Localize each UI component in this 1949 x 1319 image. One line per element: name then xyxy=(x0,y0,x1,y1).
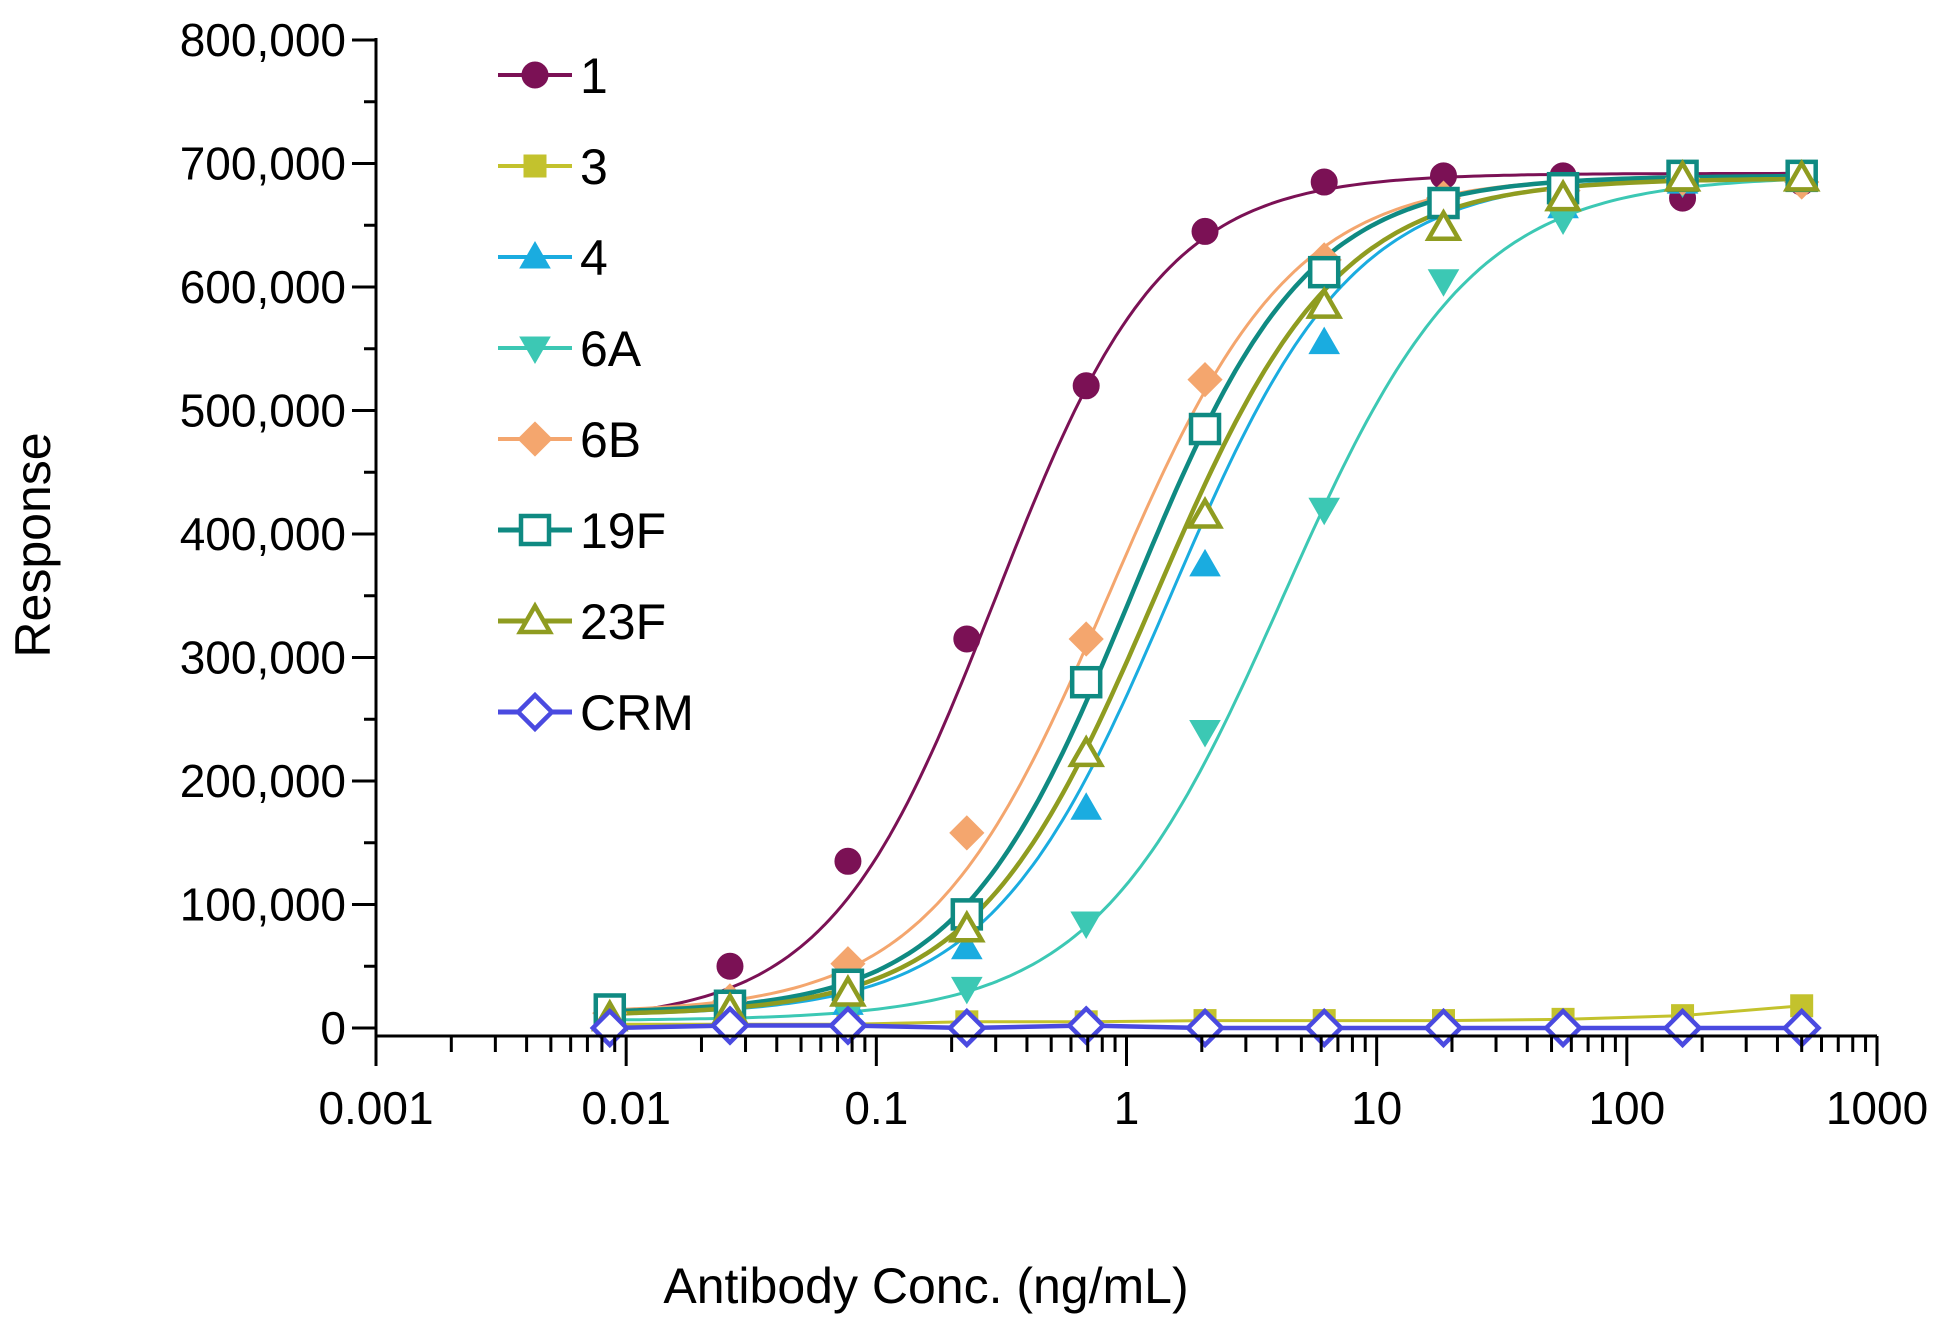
data-point-1 xyxy=(1310,168,1338,196)
legend-label-19f: 19F xyxy=(580,503,666,559)
data-point-4 xyxy=(951,931,983,960)
data-point-6b xyxy=(1187,362,1223,398)
legend-marker-3 xyxy=(523,154,547,178)
y-tick-label: 300,000 xyxy=(180,632,346,684)
legend-marker-6b xyxy=(517,421,553,457)
series-line-23f xyxy=(609,176,1802,1016)
legend-marker-6a xyxy=(519,336,551,364)
data-point-23f xyxy=(1186,496,1224,529)
data-point-crm xyxy=(946,1007,987,1049)
legend-label-4: 4 xyxy=(580,230,608,286)
data-point-6a xyxy=(1308,497,1341,526)
data-point-23f xyxy=(947,909,986,943)
legend-item-6a: 6A xyxy=(498,321,642,377)
x-tick-label: 0.01 xyxy=(581,1082,671,1134)
data-point-19f xyxy=(1069,665,1103,699)
data-points xyxy=(589,158,1822,1049)
y-tick-label: 100,000 xyxy=(180,879,346,931)
data-point-23f xyxy=(1782,158,1821,192)
data-point-6b xyxy=(1068,621,1104,657)
data-point-crm xyxy=(1423,1007,1464,1049)
x-tick-label: 0.1 xyxy=(844,1082,908,1134)
legend-label-6b: 6B xyxy=(580,412,641,468)
series-line-4 xyxy=(609,175,1802,1016)
x-tick-label: 0.001 xyxy=(318,1082,433,1134)
legend-label-1: 1 xyxy=(580,48,608,104)
y-tick-label: 700,000 xyxy=(180,138,346,190)
data-point-1 xyxy=(953,625,981,653)
legend-item-crm: CRM xyxy=(498,685,694,741)
y-tick-label: 500,000 xyxy=(180,385,346,437)
y-tick-label: 0 xyxy=(320,1002,346,1054)
legend-item-19f: 19F xyxy=(498,503,666,559)
data-point-23f xyxy=(1424,208,1463,242)
y-tick-label: 800,000 xyxy=(180,14,346,66)
data-point-4 xyxy=(1189,548,1221,577)
data-point-1 xyxy=(1072,372,1100,400)
y-tick-label: 200,000 xyxy=(180,755,346,807)
data-point-crm xyxy=(1184,1007,1226,1049)
legend-item-23f: 23F xyxy=(498,594,666,650)
legend-label-3: 3 xyxy=(580,139,608,195)
fit-curves xyxy=(609,171,1802,1031)
y-tick-label: 600,000 xyxy=(180,261,346,313)
axes: 0 100,000 200,000 300,000 400,000 500,000 600,… xyxy=(180,14,1928,1134)
series-line-6b xyxy=(609,174,1802,1012)
legend-marker-19f xyxy=(518,513,552,547)
legend-marker-crm xyxy=(514,691,556,733)
x-tick-label: 1000 xyxy=(1826,1082,1928,1134)
x-tick-label: 10 xyxy=(1351,1082,1402,1134)
data-point-crm xyxy=(1066,1005,1107,1046)
series-line-19f xyxy=(609,173,1802,1014)
legend: 1 3 4 6A 6B 19F 23F CRM xyxy=(498,48,694,741)
x-axis-title: Antibody Conc. (ng/mL) xyxy=(663,1258,1188,1314)
y-tick-label: 400,000 xyxy=(180,508,346,560)
x-tick-label: 1 xyxy=(1114,1082,1140,1134)
legend-label-crm: CRM xyxy=(580,685,694,741)
data-point-19f xyxy=(1188,412,1222,446)
legend-marker-4 xyxy=(519,241,551,269)
legend-marker-23f xyxy=(516,601,554,635)
data-point-1 xyxy=(1191,217,1219,245)
data-point-6b xyxy=(949,815,985,851)
legend-item-4: 4 xyxy=(498,230,608,286)
data-point-6a xyxy=(1070,911,1102,939)
data-point-23f xyxy=(1544,178,1582,212)
y-axis-title: Response xyxy=(5,432,61,657)
data-point-crm xyxy=(709,1005,751,1046)
series-line-1 xyxy=(609,171,1802,1015)
data-point-crm xyxy=(827,1005,869,1046)
x-tick-label: 100 xyxy=(1588,1082,1665,1134)
data-point-23f xyxy=(1067,734,1106,768)
legend-item-1: 1 xyxy=(498,48,608,104)
data-point-23f xyxy=(829,973,867,1007)
legend-label-6a: 6A xyxy=(580,321,642,377)
data-point-crm xyxy=(1304,1007,1345,1049)
data-point-23f xyxy=(1305,286,1344,319)
data-point-6a xyxy=(1189,720,1221,748)
legend-marker-1 xyxy=(521,61,549,89)
data-point-4 xyxy=(1308,326,1341,355)
data-point-1 xyxy=(834,847,862,875)
legend-item-6b: 6B xyxy=(498,412,641,468)
data-point-6a xyxy=(1427,269,1460,297)
data-point-6a xyxy=(951,976,983,1005)
data-point-23f xyxy=(1663,158,1702,192)
data-point-19f xyxy=(1307,255,1341,289)
data-point-4 xyxy=(1070,792,1102,820)
legend-label-23f: 23F xyxy=(580,594,666,650)
legend-item-3: 3 xyxy=(498,139,608,195)
data-point-1 xyxy=(716,952,744,980)
series-line-6a xyxy=(609,177,1802,1022)
